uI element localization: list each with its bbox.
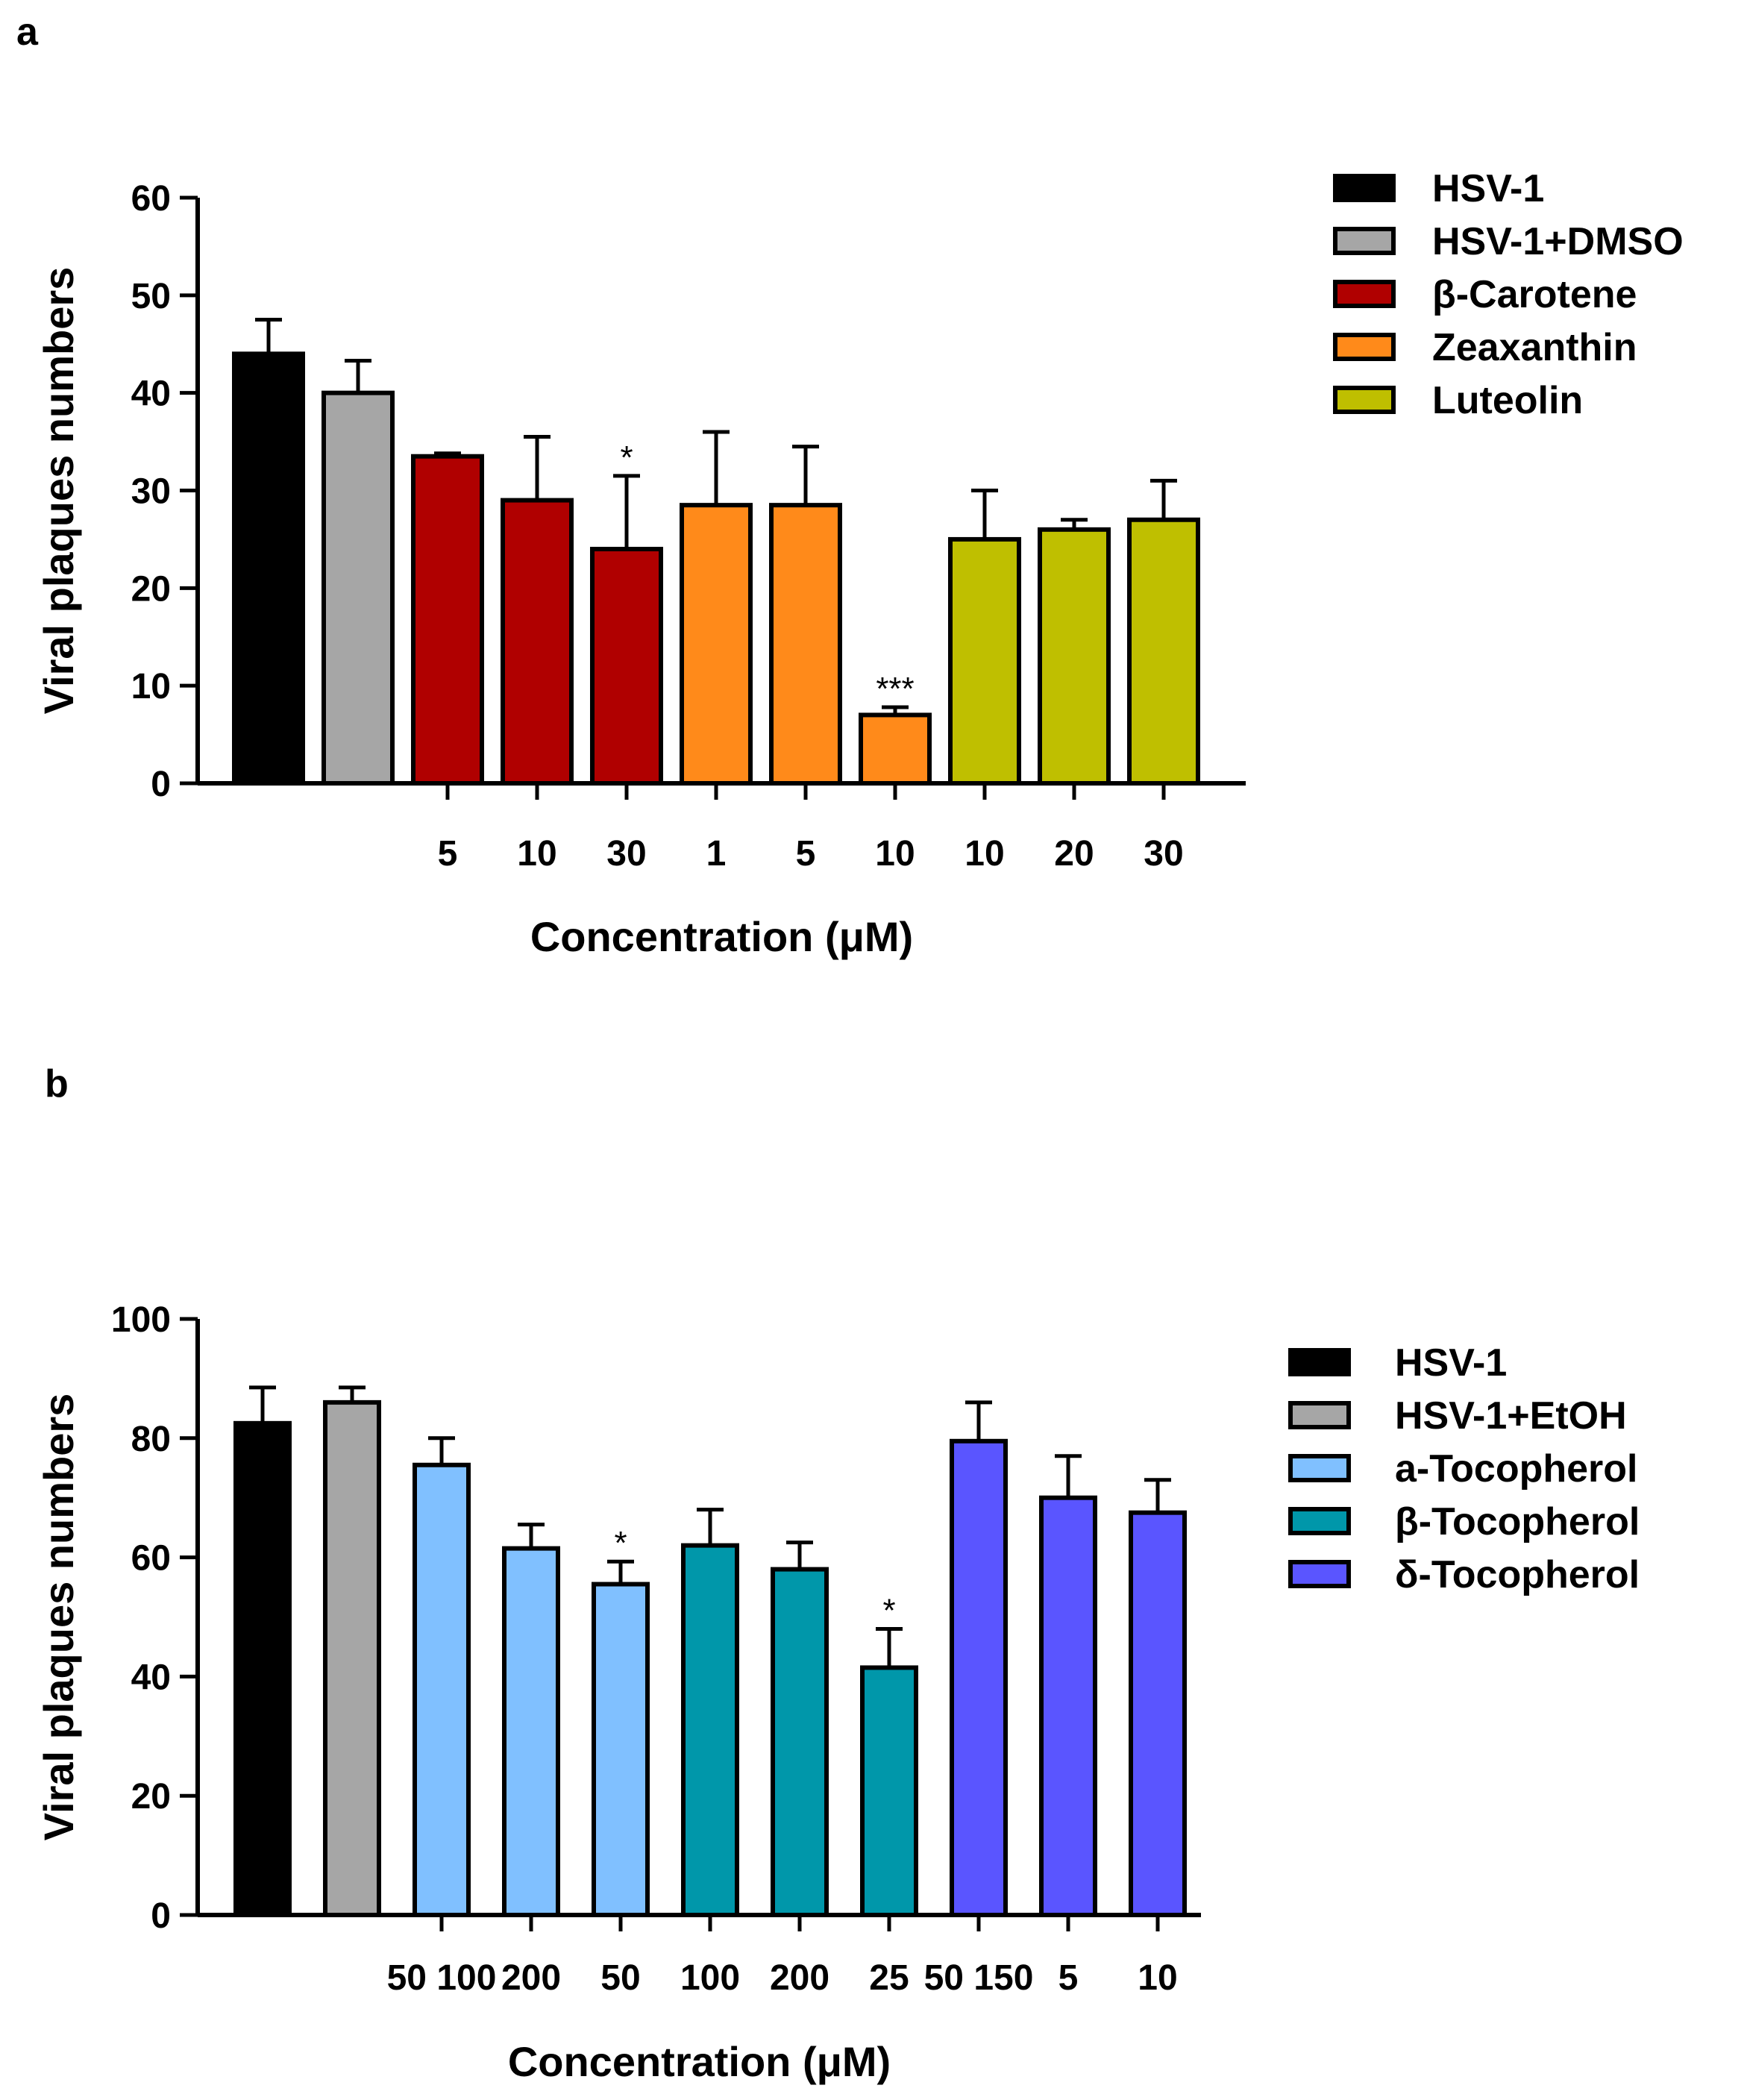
bar — [948, 536, 1021, 786]
legend-swatch — [1333, 333, 1396, 361]
x-tick-label: 30 — [1144, 834, 1183, 874]
bar — [769, 503, 842, 786]
x-axis-title: Concentration (μM) — [508, 2038, 891, 2085]
y-tick-label: 10 — [131, 667, 171, 706]
significance-marker: * — [614, 1525, 627, 1561]
bar — [950, 1438, 1008, 1918]
legend-swatch — [1333, 174, 1396, 202]
legend-swatch — [1333, 280, 1396, 308]
bar — [590, 547, 663, 786]
bar — [680, 503, 753, 786]
x-tick-label: 50 100 — [387, 1958, 497, 1998]
bar — [681, 1543, 739, 1918]
legend-swatch — [1288, 1348, 1351, 1376]
legend-label: δ-Tocopherol — [1395, 1553, 1640, 1596]
x-tick-label: 10 — [875, 834, 915, 874]
legend-swatch — [1288, 1454, 1351, 1482]
x-tick-label: 200 — [770, 1958, 829, 1998]
bar — [502, 1546, 560, 1917]
bar — [1039, 1495, 1097, 1917]
bar — [859, 712, 932, 786]
bar — [1129, 1510, 1187, 1918]
legend-swatch — [1333, 227, 1396, 255]
bar — [1038, 527, 1111, 786]
y-tick-label: 50 — [131, 277, 171, 316]
bar — [411, 454, 484, 786]
bar — [323, 1400, 381, 1917]
y-tick-label: 40 — [131, 1658, 171, 1697]
y-tick-label: 20 — [131, 569, 171, 609]
panel-letter: a — [16, 10, 39, 54]
y-tick-label: 100 — [111, 1300, 171, 1340]
y-axis-title: Viral plaques numbers — [35, 1394, 82, 1841]
chart-panel-b: b 0 20 40 60 80 100 Viral plaques numbers 50 100… — [35, 1062, 1640, 2085]
x-tick-label: 20 — [1054, 834, 1094, 874]
bar — [232, 351, 305, 786]
x-tick-label: 10 — [1138, 1958, 1177, 1998]
y-tick-label: 80 — [131, 1420, 171, 1459]
legend-label: β-Carotene — [1432, 273, 1637, 316]
bar — [501, 498, 574, 786]
legend-label: HSV-1 — [1432, 167, 1544, 210]
legend-label: β-Tocopherol — [1395, 1500, 1640, 1543]
bar — [771, 1567, 829, 1918]
y-tick-label: 20 — [131, 1777, 171, 1817]
bar — [592, 1582, 650, 1917]
x-tick-label: 5 — [438, 834, 458, 874]
significance-marker: *** — [876, 671, 914, 707]
x-tick-label: 1 — [706, 834, 727, 874]
x-tick-label: 100 — [680, 1958, 740, 1998]
x-tick-label: 5 — [796, 834, 816, 874]
x-tick-label: 50 — [600, 1958, 640, 1998]
y-tick-label: 0 — [151, 765, 171, 804]
x-tick-label: 5 — [1058, 1958, 1079, 1998]
y-axis-title: Viral plaques numbers — [35, 267, 82, 715]
legend-swatch — [1288, 1401, 1351, 1429]
legend-swatch — [1333, 386, 1396, 414]
significance-marker: * — [882, 1592, 895, 1629]
legend-label: HSV-1 — [1395, 1341, 1507, 1385]
bar — [233, 1420, 292, 1917]
x-axis-title: Concentration (μM) — [530, 913, 913, 960]
legend-swatch — [1288, 1507, 1351, 1535]
y-tick-label: 60 — [131, 1539, 171, 1579]
bar — [1127, 517, 1200, 786]
chart-panel-a: a 0 10 20 30 40 50 60 Viral plaques numbers 5 10 * 3… — [16, 10, 1684, 960]
legend-label: HSV-1+DMSO — [1432, 220, 1684, 263]
legend-label: Luteolin — [1432, 379, 1583, 422]
legend-label: HSV-1+EtOH — [1395, 1394, 1627, 1438]
x-tick-label: 30 — [606, 834, 646, 874]
legend-swatch — [1288, 1560, 1351, 1588]
y-tick-label: 60 — [131, 179, 171, 219]
x-tick-label: 10 — [965, 834, 1004, 874]
bar — [322, 390, 395, 786]
significance-marker: * — [620, 439, 633, 476]
bar — [860, 1665, 918, 1918]
panel-letter: b — [45, 1062, 69, 1106]
y-tick-label: 40 — [131, 374, 171, 414]
legend-label: a-Tocopherol — [1395, 1447, 1637, 1491]
x-tick-label: 10 — [517, 834, 556, 874]
bar — [413, 1462, 471, 1917]
y-tick-label: 30 — [131, 472, 171, 512]
x-tick-label: 25 — [869, 1958, 909, 1998]
x-tick-label: 200 — [501, 1958, 561, 1998]
y-tick-label: 0 — [151, 1896, 171, 1936]
legend-label: Zeaxanthin — [1432, 326, 1637, 369]
x-tick-label: 50 150 — [924, 1958, 1034, 1998]
